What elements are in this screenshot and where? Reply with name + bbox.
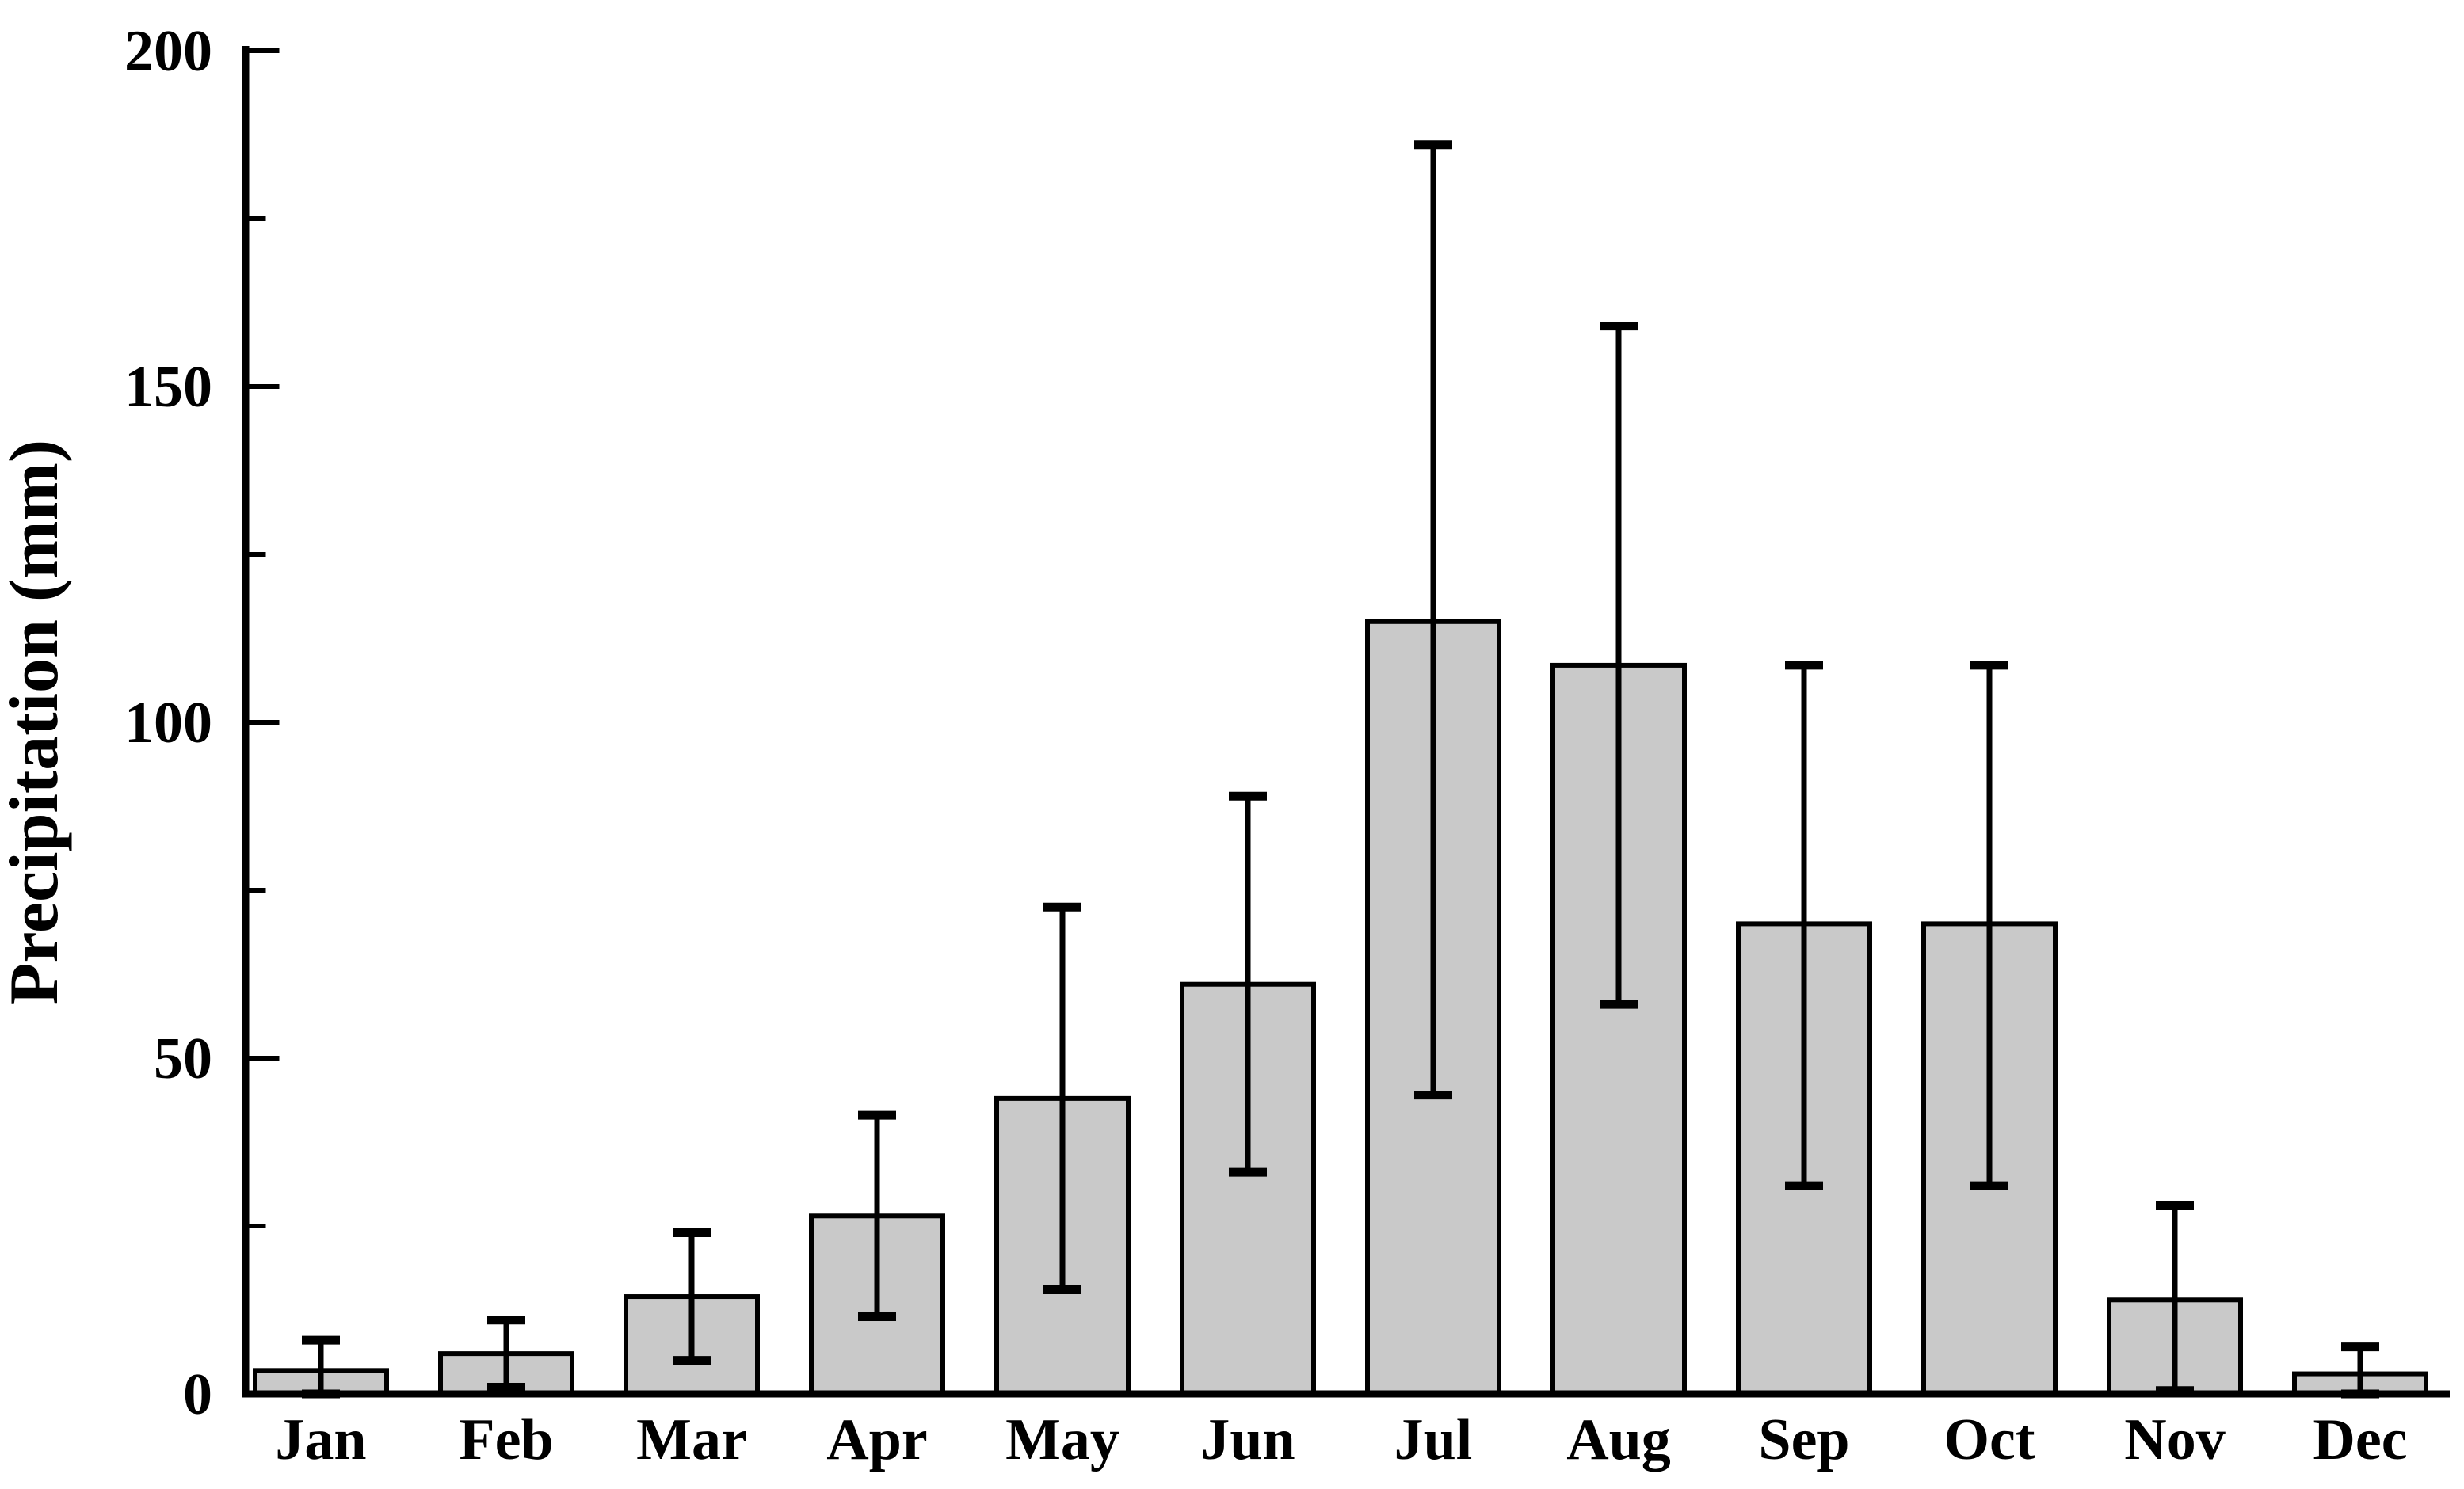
error-bar-sep (1785, 661, 1823, 1190)
x-tick-label-mar: Mar (636, 1407, 747, 1472)
error-bars-group (302, 140, 2379, 1399)
x-tick-label-sep: Sep (1758, 1407, 1849, 1472)
error-bar-mar (673, 1228, 711, 1365)
y-axis-label: Precipitation (mm) (0, 440, 73, 1005)
x-tick-label-apr: Apr (826, 1407, 927, 1472)
error-bar-aug (1600, 322, 1638, 1009)
x-tick-label-nov: Nov (2124, 1407, 2225, 1472)
error-bar-oct (1970, 661, 2008, 1190)
y-tick-label-200: 200 (124, 19, 212, 84)
error-bar-apr (858, 1110, 896, 1321)
error-bar-feb (487, 1316, 525, 1392)
x-tick-label-jul: Jul (1394, 1407, 1473, 1472)
y-tick-label-50: 50 (154, 1026, 212, 1091)
x-tick-label-jun: Jun (1200, 1407, 1295, 1472)
error-bar-jun (1229, 791, 1267, 1177)
x-tick-label-may: May (1005, 1407, 1119, 1472)
x-tick-label-feb: Feb (459, 1407, 553, 1472)
x-tick-label-jan: Jan (275, 1407, 366, 1472)
bars-group (253, 619, 2428, 1397)
tick-labels-group: 0 50 100 150 200 Jan Feb Mar Apr May Jun Jul Aug Sep O… (124, 19, 2408, 1472)
x-tick-label-dec: Dec (2313, 1407, 2407, 1472)
error-bar-jul (1414, 140, 1452, 1100)
y-tick-label-150: 150 (124, 355, 212, 420)
y-tick-label-0: 0 (183, 1362, 212, 1427)
x-tick-label-aug: Aug (1566, 1407, 1671, 1472)
x-tick-label-oct: Oct (1943, 1407, 2035, 1472)
error-bar-may (1043, 902, 1081, 1295)
axes-group (242, 46, 2450, 1398)
y-tick-label-100: 100 (124, 691, 212, 756)
